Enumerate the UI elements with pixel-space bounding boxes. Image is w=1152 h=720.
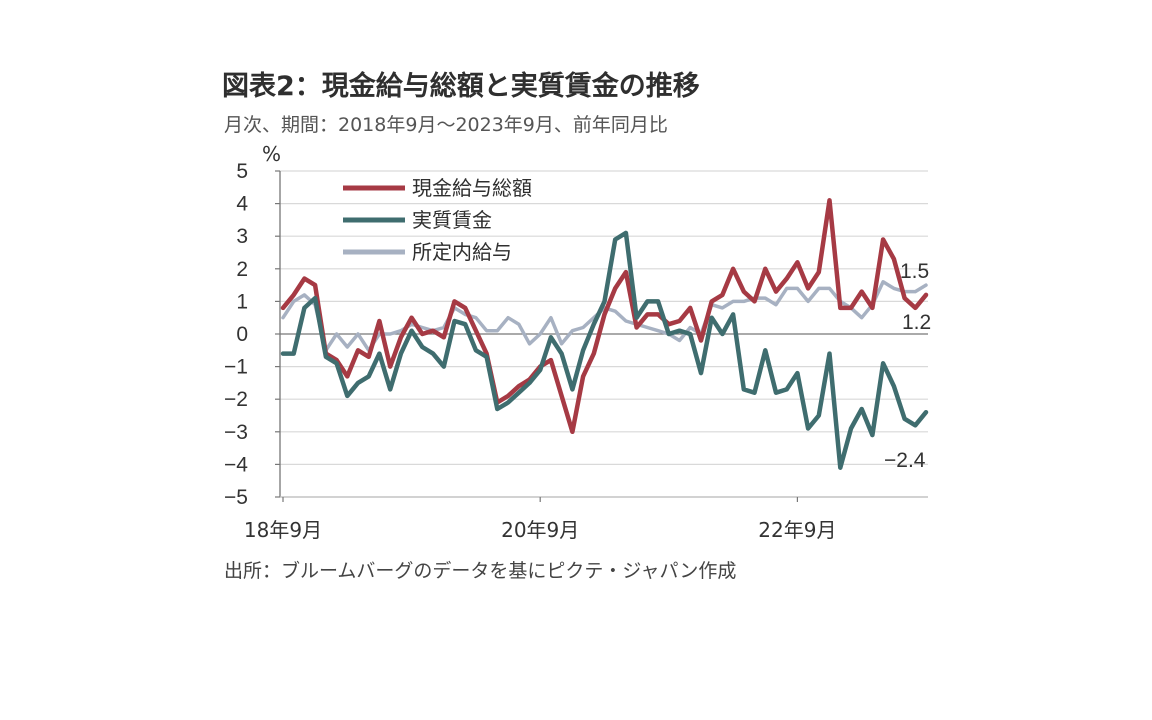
y-tick-label: 2 — [236, 258, 248, 281]
end-value-labels: 1.5 1.2 −2.4 — [884, 260, 931, 472]
legend-label: 実質賃金 — [412, 208, 492, 232]
chart-subtitle: 月次、期間：2018年9月～2023年9月、前年同月比 — [224, 114, 668, 136]
series-line-3 — [281, 280, 928, 353]
end-value-label: −2.4 — [884, 449, 926, 472]
source-note: 出所：ブルームバーグのデータを基にピクテ・ジャパン作成 — [224, 560, 737, 582]
chart-title: 図表2：現金給与総額と実質賃金の推移 — [222, 71, 700, 102]
y-tick-label: −2 — [224, 388, 248, 411]
y-tick-label: 1 — [236, 290, 248, 313]
y-tick-label: 5 — [236, 160, 248, 183]
x-tick-label: 18年9月 — [244, 518, 322, 542]
y-tick-label: −1 — [224, 356, 248, 379]
y-tick-label: −4 — [224, 453, 248, 476]
y-tick-label: 3 — [236, 225, 248, 248]
x-tick-label: 20年9月 — [501, 518, 579, 542]
y-axis-unit: % — [262, 142, 281, 166]
y-tick-label: −3 — [224, 421, 248, 444]
series-line-2 — [280, 230, 929, 470]
x-tick-labels: 18年9月 20年9月 22年9月 — [244, 518, 837, 542]
series-lines — [280, 198, 929, 470]
y-tick-label: 0 — [236, 323, 248, 346]
series-line-1 — [280, 198, 929, 435]
y-tick-label: −5 — [224, 486, 248, 509]
end-value-label: 1.2 — [902, 311, 931, 334]
legend-label: 現金給与総額 — [412, 176, 532, 200]
x-tick-label: 22年9月 — [758, 518, 836, 542]
legend-label: 所定内給与 — [412, 240, 512, 264]
y-tick-labels: 5 4 3 2 1 0 −1 −2 −3 −4 −5% — [224, 142, 281, 509]
end-value-label: 1.5 — [900, 260, 929, 283]
y-tick-label: 4 — [236, 193, 248, 216]
